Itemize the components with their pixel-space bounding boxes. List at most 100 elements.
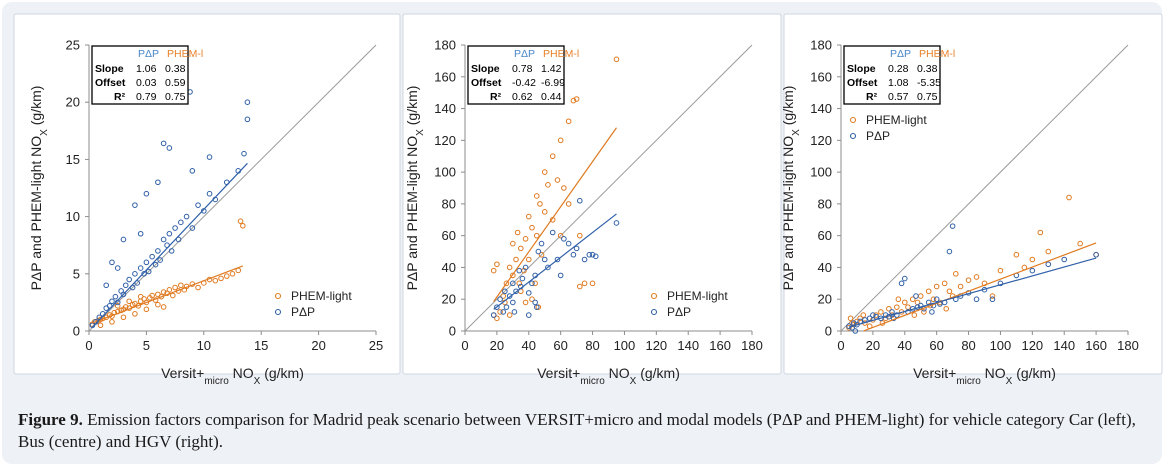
data-point [195,202,201,208]
data-point [1013,251,1020,258]
data-point [592,253,599,260]
data-point [930,296,937,303]
data-point [503,304,510,310]
legend-label: PHEM-light [291,289,352,303]
data-point [529,224,535,231]
y-tick-label: 0 [825,324,832,339]
data-point [529,296,535,303]
data-point [1045,248,1052,255]
data-point [557,137,564,144]
x-tick-label: 40 [898,338,912,353]
data-point [183,213,190,220]
one-to-one-line [88,44,377,332]
data-point [933,296,940,303]
data-point [241,150,247,157]
y-tick-label: 20 [818,292,832,307]
data-point [854,318,860,325]
data-point [541,169,548,175]
data-point [953,271,959,277]
data-point [120,236,127,243]
y-tick-label: 140 [434,101,456,116]
stats-value: 0.78 [512,63,533,75]
stats-header: PHEM-l [543,48,579,60]
data-point [516,267,523,274]
data-point [206,154,213,160]
data-point [109,319,115,325]
trend-line [493,213,617,310]
data-point [525,256,532,263]
trend-line [863,242,1097,332]
data-point [1077,240,1083,247]
data-point [519,275,526,282]
y-axis-label: PΔP and PHEM-light NOX (g/km) [28,86,50,291]
data-point [894,312,900,318]
data-point [561,185,567,191]
data-point [212,277,219,284]
stats-row-label: Slope [471,63,500,75]
legend-label: PHEM-light [667,289,728,303]
data-point [126,298,132,305]
x-tick-label: 10 [197,338,211,353]
y-tick-label: 0 [73,324,80,339]
data-point [240,222,246,229]
data-point [170,292,176,299]
y-tick-label: 160 [434,69,456,84]
data-point [189,168,196,174]
data-point [613,220,620,226]
x-tick-label: 160 [709,338,731,353]
one-to-one-line [464,44,753,332]
data-point [894,304,900,310]
data-point [490,312,497,318]
data-point [494,261,500,268]
data-point [557,272,564,279]
chart-hgv: 0 20 40 60 80 100 120 140 160 180 0 20 40 60 80 100 120 1… [780,38,1139,387]
data-point [175,236,182,243]
x-tick-label: 25 [369,338,383,353]
stats-value: 1.08 [888,77,909,89]
y-tick-label: 100 [434,165,456,180]
data-point [506,293,513,299]
data-point [518,245,524,252]
legend-marker [274,292,282,300]
legend-label: PΔP [866,129,890,143]
data-point [516,280,523,287]
y-tick-label: 100 [810,165,832,180]
y-tick-label: 80 [442,196,456,211]
x-tick-label: 100 [990,338,1012,353]
chart-card-2 [402,13,782,375]
stats-table: PΔP PHEM-l Slope 1.06 0.38 Offset 0.03 0.59 R² 0.… [91,45,203,105]
data-point [143,259,150,266]
stats-header: PΔP [890,48,911,60]
data-point [535,248,542,255]
x-tick-label: 40 [522,338,536,353]
data-point [941,280,948,287]
data-point [244,99,251,105]
data-point [997,280,1004,287]
data-point [561,236,567,242]
data-point [490,267,497,274]
stats-value: -6.99 [541,77,565,89]
data-point [965,277,972,283]
data-point [549,229,556,236]
data-point [532,280,538,287]
x-tick-label: 20 [490,338,504,353]
data-point [122,304,129,310]
x-tick-label: 15 [254,338,268,353]
data-point [554,177,561,183]
data-point [946,248,953,255]
data-point [497,296,503,303]
y-axis-label: PΔP and PHEM-light NOX (g/km) [780,86,802,291]
stats-value: 0.28 [888,63,909,75]
y-tick-label: 160 [810,69,832,84]
y-axis-label: PΔP and PHEM-light NOX (g/km) [404,86,426,291]
stats-value: 0.75 [917,91,938,103]
x-tick-label: 20 [311,338,325,353]
stats-table-box [91,45,189,105]
data-point [878,309,884,315]
x-tick-label: 0 [85,338,92,353]
x-tick-label: 5 [143,338,150,353]
y-tick-label: 80 [818,196,832,211]
x-tick-label: 140 [677,338,699,353]
data-point [889,309,895,315]
y-tick-label: 140 [810,101,832,116]
